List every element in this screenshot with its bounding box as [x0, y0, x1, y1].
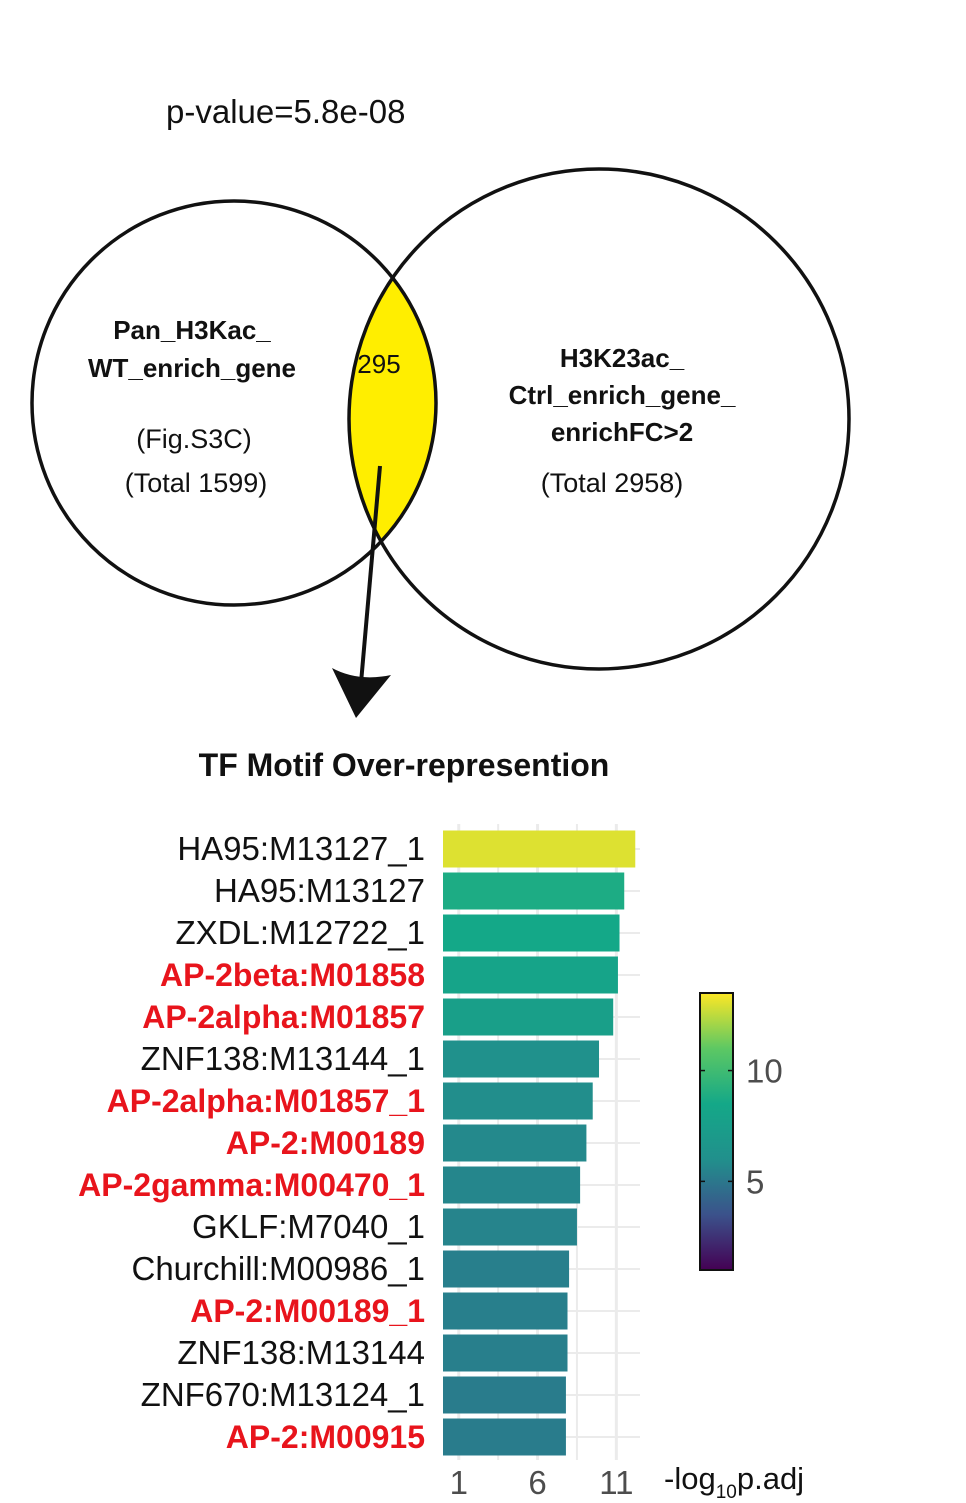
bar [443, 1040, 600, 1078]
venn-left-ref: (Fig.S3C) [136, 424, 252, 454]
bar [443, 1082, 593, 1120]
category-label: ZNF138:M13144_1 [141, 1040, 425, 1077]
bar [443, 1166, 581, 1204]
bar [443, 1124, 587, 1162]
bar [443, 1250, 570, 1288]
category-label: AP-2:M00189 [226, 1125, 425, 1161]
colorbar: 5 10 [699, 992, 783, 1271]
bar [443, 1292, 568, 1330]
bar [443, 1376, 566, 1414]
tf-motif-chart: TF Motif Over-represention HA95:M13127_1… [78, 747, 804, 1503]
venn-overlap-count: 295 [357, 349, 400, 379]
pvalue-label: p-value=5.8e-08 [166, 93, 405, 130]
x-axis-label-main: -log [664, 1461, 716, 1496]
colorbar-gradient [699, 992, 734, 1271]
bar [443, 956, 618, 994]
x-tick-label: 11 [599, 1464, 633, 1501]
venn-right-title-line-1: H3K23ac_ [560, 343, 685, 373]
category-label: GKLF:M7040_1 [192, 1208, 425, 1245]
category-label: AP-2alpha:M01857 [142, 999, 425, 1035]
arrow-shaft [359, 465, 382, 684]
bar [443, 914, 620, 952]
arrow-head-icon [332, 668, 391, 718]
x-axis-label: -log10p.adj [664, 1461, 804, 1503]
x-tick-label: 6 [528, 1464, 546, 1501]
category-label: AP-2:M00915 [226, 1419, 425, 1455]
bar [443, 1418, 566, 1456]
venn-right-total: (Total 2958) [541, 468, 684, 498]
venn-right-title-line-3: enrichFC>2 [551, 417, 693, 447]
category-label: AP-2:M00189_1 [190, 1293, 425, 1329]
bar [443, 872, 625, 910]
venn-right-title-line-2: Ctrl_enrich_gene_ [509, 380, 736, 410]
category-label: Churchill:M00986_1 [131, 1250, 425, 1287]
venn-left-circle [30, 199, 438, 607]
category-label: ZXDL:M12722_1 [176, 914, 425, 951]
category-label: AP-2alpha:M01857_1 [107, 1083, 425, 1119]
venn-left-title-line-1: Pan_H3Kac_ [113, 315, 271, 345]
bar [443, 998, 614, 1036]
chart-bars [443, 830, 636, 1456]
colorbar-ticks: 5 10 [700, 1053, 783, 1200]
colorbar-tick-label: 10 [746, 1053, 783, 1090]
venn-left-total: (Total 1599) [125, 468, 268, 498]
category-label: HA95:M13127_1 [177, 830, 425, 867]
category-label: ZNF138:M13144 [177, 1334, 425, 1371]
chart-title: TF Motif Over-represention [199, 747, 610, 783]
bar [443, 1334, 568, 1372]
bar [443, 1208, 577, 1246]
venn-left-title-line-2: WT_enrich_gene [88, 353, 296, 383]
chart-category-labels: HA95:M13127_1 HA95:M13127 ZXDL:M12722_1 AP-… [78, 830, 425, 1455]
x-axis-label-tail: p.adj [737, 1461, 804, 1496]
category-label: AP-2beta:M01858 [160, 957, 425, 993]
venn-right-circle [347, 167, 851, 671]
colorbar-tick-label: 5 [746, 1163, 764, 1200]
category-label: AP-2gamma:M00470_1 [78, 1167, 425, 1203]
x-axis-label-sub: 10 [716, 1482, 737, 1503]
x-tick-label: 1 [450, 1464, 468, 1501]
venn-diagram: p-value=5.8e-08 Pan_H3Kac_ WT_enrich_gen… [30, 93, 851, 718]
category-label: HA95:M13127 [214, 872, 425, 909]
bar [443, 830, 636, 868]
category-label: ZNF670:M13124_1 [141, 1376, 425, 1413]
chart-x-ticks: 1 6 11 [450, 1464, 634, 1501]
